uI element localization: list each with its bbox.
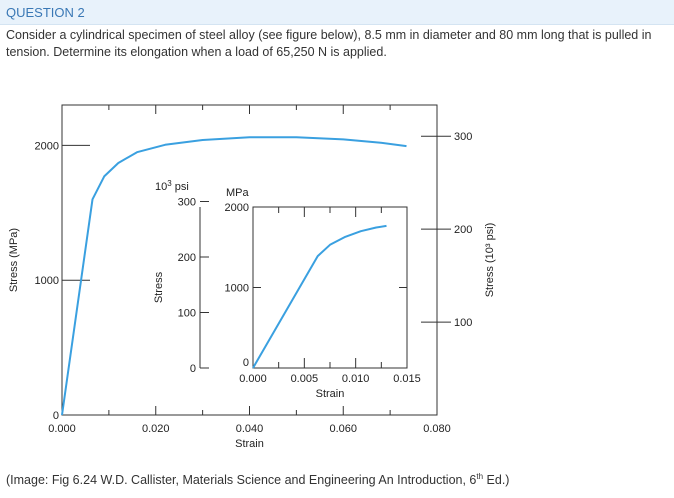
- inset-y-tick-label: 1000: [225, 283, 249, 295]
- inset-psi-tick-label: 0: [190, 363, 196, 375]
- caption-prefix: (Image: Fig 6.24 W.D. Callister, Materia…: [6, 473, 477, 488]
- inset-x-axis-label: Strain: [316, 388, 345, 400]
- y-tick-label: 2000: [35, 140, 59, 152]
- x-tick-label: 0.000: [48, 423, 76, 435]
- inset-psi-tick-label: 300: [178, 196, 196, 208]
- inset-y-tick-label: 2000: [225, 202, 249, 214]
- y2-tick-label: 100: [454, 317, 472, 329]
- question-text: Consider a cylindrical specimen of steel…: [6, 28, 652, 59]
- inset-psi-tick-label: 100: [178, 307, 196, 319]
- inset-y-tick-label: 0: [243, 357, 249, 369]
- inset-curve: [252, 224, 387, 369]
- y-tick-label: 0: [53, 410, 59, 422]
- y2-tick-label: 300: [454, 131, 472, 143]
- y-tick-label: 1000: [35, 275, 59, 287]
- y2-tick-label: 200: [454, 224, 472, 236]
- inset-x-tick-label: 0.000: [239, 373, 267, 385]
- inset-plot-frame: [252, 206, 408, 369]
- caption-sup: th: [476, 472, 484, 481]
- x-tick-label: 0.080: [423, 423, 451, 435]
- inset-psi-unit-label: 103 psi: [155, 179, 189, 193]
- x-tick-label: 0.020: [142, 423, 170, 435]
- x-tick-label: 0.040: [236, 423, 264, 435]
- y-axis-label: Stress (MPa): [8, 228, 20, 292]
- figure-caption: (Image: Fig 6.24 W.D. Callister, Materia…: [6, 472, 509, 487]
- x-axis-label: Strain: [235, 438, 264, 450]
- inset-y-axis-label: Stress: [153, 271, 165, 303]
- inset-mpa-unit-label: MPa: [226, 187, 250, 199]
- main-curve: [61, 136, 407, 416]
- question-title: QUESTION 2: [6, 5, 85, 20]
- question-header: QUESTION 2: [0, 0, 674, 25]
- x-tick-label: 0.060: [329, 423, 357, 435]
- inset-x-tick-label: 0.005: [291, 373, 319, 385]
- inset-x-tick-label: 0.010: [342, 373, 370, 385]
- y2-axis-label: Stress (10³ psi): [484, 223, 496, 298]
- caption-suffix: Ed.): [483, 473, 510, 488]
- inset-x-tick-label: 0.015: [393, 373, 421, 385]
- inset-psi-tick-label: 200: [178, 252, 196, 264]
